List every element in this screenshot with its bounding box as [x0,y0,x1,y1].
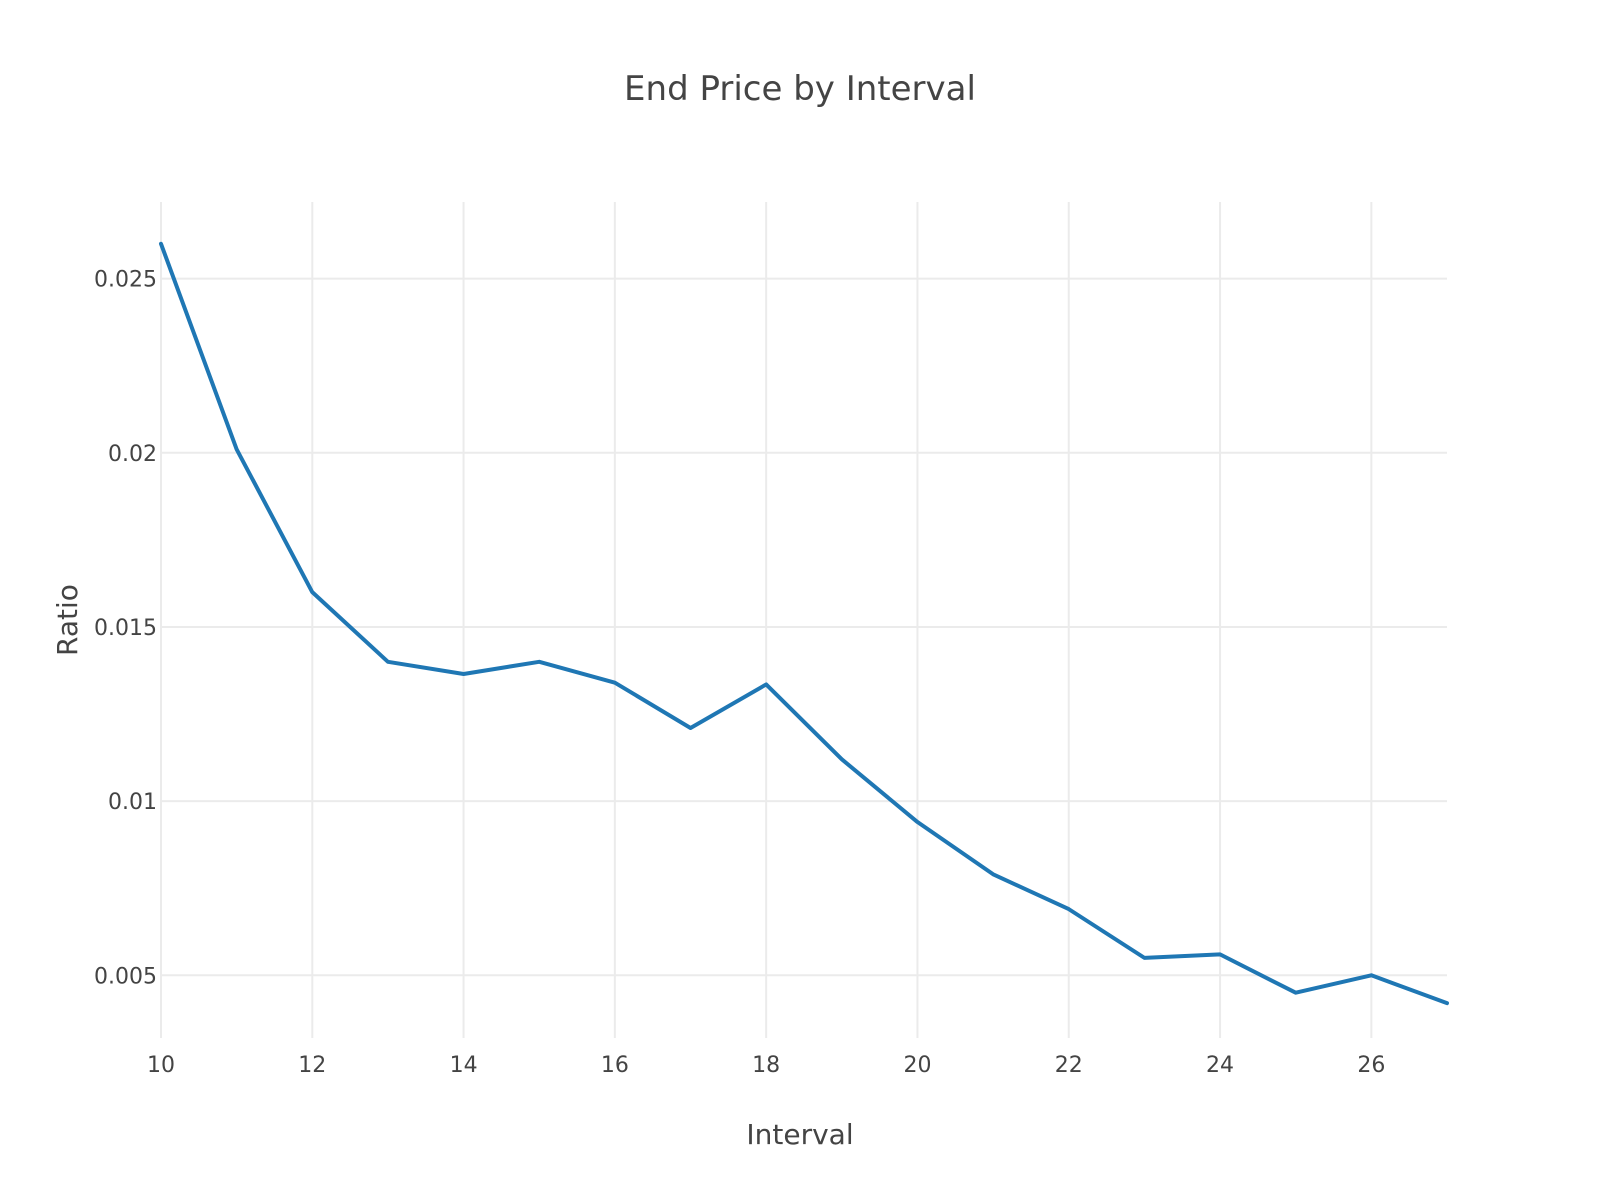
x-tick-label: 10 [147,1053,175,1078]
y-tick-label: 0.01 [108,790,157,815]
y-tick-label: 0.005 [94,964,157,989]
x-tick-label: 18 [752,1053,780,1078]
x-tick-label: 12 [298,1053,326,1078]
grid [160,202,1447,1038]
y-axis-title: Ratio [51,584,84,656]
x-tick-label: 16 [601,1053,629,1078]
chart-title: End Price by Interval [624,69,976,109]
x-tick-label: 26 [1357,1053,1385,1078]
x-tick-label: 14 [450,1053,478,1078]
x-tick-label: 24 [1206,1053,1234,1078]
series-layer [159,241,1449,1006]
y-tick-label: 0.025 [94,268,157,293]
series-line [159,241,1449,1006]
y-tick-label: 0.015 [94,616,157,641]
x-tick-label: 20 [903,1053,931,1078]
axes: 10 12 14 16 18 20 22 24 26 0.005 0.01 0.015 0.02 0.02… [94,268,1385,1078]
x-axis-title: Interval [746,1118,853,1151]
x-tick-label: 22 [1055,1053,1083,1078]
y-tick-label: 0.02 [108,442,157,467]
